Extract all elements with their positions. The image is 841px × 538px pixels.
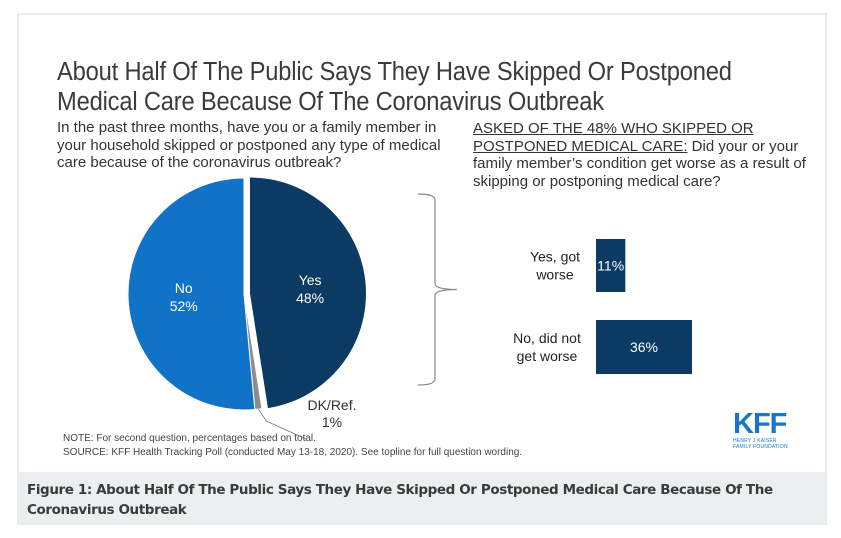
chart-svg: Yes 48% DK/Ref.1% No 52% 11% Yes, got worse 36%… xyxy=(127,177,692,440)
pie-label: No xyxy=(175,280,193,296)
bar-category-label: get worse xyxy=(517,348,578,364)
chart-title: About Half Of The Public Says They Have … xyxy=(57,58,732,116)
chart-area: About Half Of The Public Says They Have … xyxy=(19,15,825,472)
bar-category-label: No, did not xyxy=(513,330,581,346)
pie-label: DK/Ref. xyxy=(307,397,356,413)
logo-wordmark: KFF xyxy=(733,408,787,440)
chart-notes: NOTE: For second question, percentages b… xyxy=(63,432,522,459)
pie-slice-no xyxy=(127,177,256,411)
bar-chart: 11% Yes, got worse 36% No, did not get worse xyxy=(513,239,692,374)
pie-leader-line xyxy=(258,408,267,422)
bar-yes-got-worse xyxy=(596,239,626,292)
pie-label: Yes xyxy=(299,272,322,288)
note-text: NOTE: For second question, percentages b… xyxy=(63,433,316,444)
pie-value-label: 52% xyxy=(170,298,198,314)
logo-subtitle-1: HENRY J KAISER xyxy=(733,438,777,444)
pie-chart: Yes 48% DK/Ref.1% No 52% xyxy=(127,177,366,440)
bracket-connector xyxy=(417,193,458,386)
figure-frame: About Half Of The Public Says They Have … xyxy=(17,13,827,525)
bar-value-label: 36% xyxy=(630,339,658,355)
kff-logo: KFF HENRY J KAISER FAMILY FOUNDATION xyxy=(733,408,803,451)
bar-no-did-not-get-worse xyxy=(596,320,692,374)
pie-value-label: 48% xyxy=(296,290,324,306)
logo-subtitle-2: FAMILY FOUNDATION xyxy=(733,444,788,450)
figure-caption: Figure 1: About Half Of The Public Says … xyxy=(19,472,825,523)
bar-question-text: Did your or your family member’s conditi… xyxy=(473,137,806,190)
bar-value-label: 11% xyxy=(597,258,624,274)
bar-category-label: Yes, got xyxy=(530,249,580,265)
bar-question-prefix: ASKED OF THE 48% WHO SKIPPED OR POSTPONE… xyxy=(473,120,754,155)
pie-value-label: 1% xyxy=(322,414,342,430)
caption-text: Figure 1: About Half Of The Public Says … xyxy=(27,482,773,518)
bar-question: ASKED OF THE 48% WHO SKIPPED OR POSTPONE… xyxy=(473,120,818,190)
pie-leader-line xyxy=(266,420,307,440)
bar-category-label: worse xyxy=(535,267,574,283)
source-text: SOURCE: KFF Health Tracking Poll (conduc… xyxy=(63,446,523,458)
pie-question: In the past three months, have you or a … xyxy=(57,119,441,171)
pie-slice-yes xyxy=(249,177,366,409)
